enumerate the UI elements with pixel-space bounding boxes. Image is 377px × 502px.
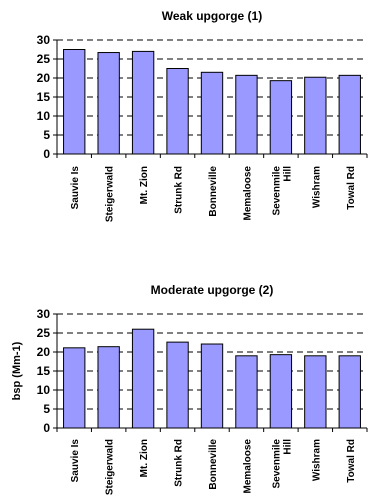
category-label: Sauvie Is xyxy=(70,439,81,483)
y-tick-label: 20 xyxy=(37,345,51,359)
y-tick-label: 0 xyxy=(43,421,50,435)
bar xyxy=(166,68,189,155)
y-axis-label: bsp (Mm-1) xyxy=(11,341,23,400)
bar xyxy=(235,74,258,155)
bar xyxy=(338,355,361,429)
chart-moderate-upgorge: Moderate upgorge (2) bsp (Mm-1) 0 5 10 15 20 25… xyxy=(11,283,368,495)
category-label: Strunk Rd xyxy=(174,439,185,487)
y-tick-label: 5 xyxy=(43,128,50,142)
y-tick-label: 25 xyxy=(37,52,51,66)
category-label: Wishram xyxy=(311,166,322,208)
y-tick-label: 30 xyxy=(37,307,51,321)
bar xyxy=(304,355,327,429)
y-tick-label: 30 xyxy=(37,33,51,47)
category-label: Mt. Zion xyxy=(139,166,150,204)
category-label: Bonneville xyxy=(208,166,219,217)
bar xyxy=(166,341,189,429)
category-label: Steigerwald xyxy=(105,439,116,495)
bar xyxy=(131,50,155,155)
bar xyxy=(131,328,155,429)
category-label: Memaloose xyxy=(242,439,253,494)
chart-title: Weak upgorge (1) xyxy=(162,9,262,23)
category-label: Memaloose xyxy=(242,166,253,221)
y-tick-label: 5 xyxy=(43,402,50,416)
y-tick-label: 15 xyxy=(37,90,51,104)
bar xyxy=(97,346,120,429)
chart-weak-upgorge: Weak upgorge (1) 0 5 10 15 20 25 30 Sauvie Is Ste… xyxy=(37,9,368,222)
y-tick-label: 0 xyxy=(43,147,50,161)
y-tick-label: 15 xyxy=(37,364,51,378)
category-label: Sauvie Is xyxy=(70,166,81,210)
chart-title: Moderate upgorge (2) xyxy=(151,283,274,297)
category-label: Hill xyxy=(282,166,293,182)
y-tick-label: 20 xyxy=(37,71,51,85)
category-label: Sevenmile xyxy=(271,166,282,216)
y-tick-label: 10 xyxy=(37,383,51,397)
category-label: Towal Rd xyxy=(346,439,357,483)
y-tick-label: 25 xyxy=(37,326,51,340)
bar xyxy=(235,355,258,429)
bar xyxy=(200,343,224,429)
category-label: Bonneville xyxy=(208,439,219,490)
bar xyxy=(269,354,293,429)
bar xyxy=(200,71,224,155)
category-label: Strunk Rd xyxy=(174,166,185,214)
bar xyxy=(304,76,327,155)
bar xyxy=(97,52,120,155)
category-label: Hill xyxy=(282,439,293,455)
category-label: Mt. Zion xyxy=(139,439,150,477)
category-label: Towal Rd xyxy=(346,166,357,210)
bar xyxy=(338,74,361,155)
bar xyxy=(63,347,86,429)
bar xyxy=(269,80,293,155)
category-label: Steigerwald xyxy=(105,166,116,222)
y-tick-label: 10 xyxy=(37,109,51,123)
category-label: Wishram xyxy=(311,439,322,481)
bar xyxy=(63,49,86,155)
category-label: Sevenmile xyxy=(271,439,282,489)
